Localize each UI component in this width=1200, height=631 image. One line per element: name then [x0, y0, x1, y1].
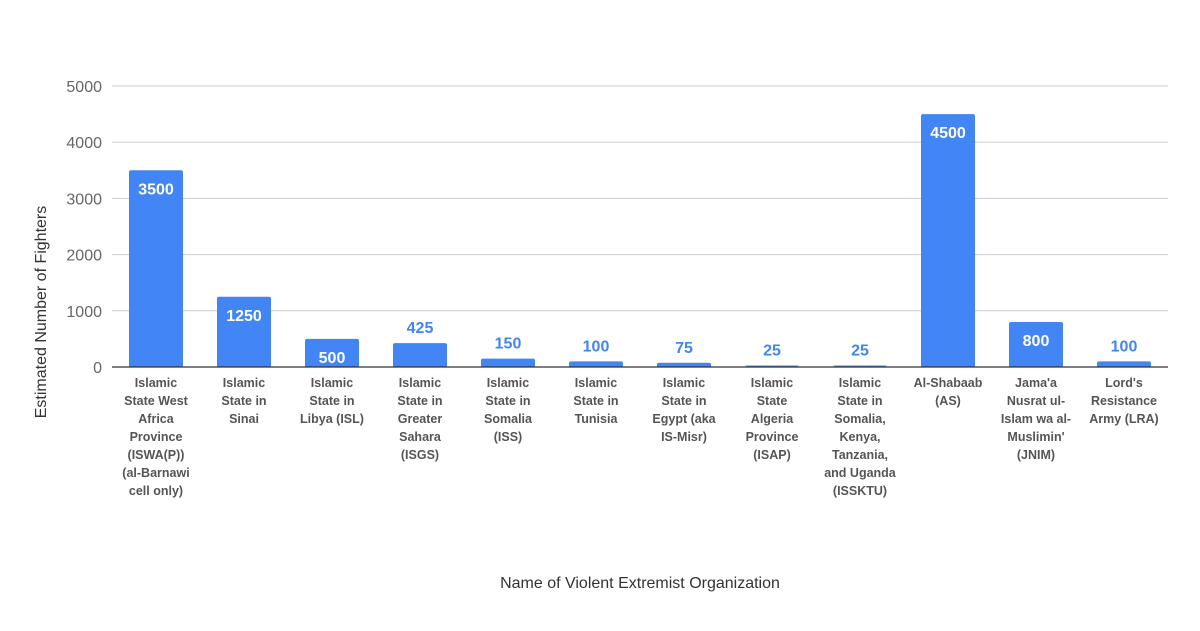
bar — [657, 362, 711, 367]
bar — [217, 296, 271, 367]
x-tick-label: Islamic State in Greater Sahara (ISGS) — [397, 376, 442, 462]
x-tick-label: Islamic State in Somalia (ISS) — [484, 376, 533, 444]
x-tick-label: Islamic State in Somalia, Kenya, Tanzania, an… — [824, 376, 897, 498]
bar — [305, 338, 359, 367]
x-axis-title: Name of Violent Extremist Organization — [500, 575, 780, 592]
y-tick-label: 2000 — [66, 248, 102, 265]
bar — [1009, 322, 1063, 367]
data-label: 500 — [319, 350, 346, 367]
bar — [481, 358, 535, 367]
y-tick-label: 5000 — [66, 79, 102, 96]
x-tick-label: Jama'a Nusrat ul-Islam wa al-Muslimin' (JN… — [1001, 376, 1071, 462]
gridlines — [112, 85, 1168, 312]
bar — [393, 343, 447, 367]
bar — [921, 114, 975, 367]
data-label: 4500 — [930, 125, 966, 142]
data-label: 25 — [851, 343, 869, 360]
bar — [1097, 361, 1151, 367]
bar — [569, 361, 623, 367]
x-tick-label: Islamic State in Egypt (aka IS-Misr) — [652, 376, 716, 444]
x-tick-label: Islamic State in Tunisia — [573, 376, 618, 426]
data-label: 150 — [495, 336, 522, 353]
y-axis-title: Estimated Number of Fighters — [33, 206, 50, 419]
x-tick-label: Lord's Resistance Army (LRA) — [1089, 376, 1158, 426]
y-axis: 0 1000 2000 3000 4000 5000 — [66, 79, 102, 377]
x-tick-label: Islamic State Algeria Province (ISAP) — [746, 376, 799, 462]
x-tick-label: Islamic State in Libya (ISL) — [300, 376, 364, 426]
x-tick-label: Al-Shabaab (AS) — [914, 376, 983, 408]
y-tick-label: 3000 — [66, 191, 102, 208]
data-label: 800 — [1023, 333, 1050, 350]
data-label: 100 — [1111, 338, 1138, 355]
y-tick-label: 1000 — [66, 304, 102, 321]
data-label: 3500 — [138, 181, 174, 198]
bar — [129, 170, 183, 367]
bars: 3500 1250 500 425 150 100 75 25 25 4500 800 100 — [129, 114, 1151, 368]
data-label: 100 — [583, 338, 610, 355]
x-tick-label: Islamic State in Sinai — [221, 376, 266, 426]
x-tick-label: Islamic State West Africa Province (ISWA(P))… — [122, 376, 189, 498]
data-label: 75 — [675, 340, 693, 357]
data-label: 25 — [763, 343, 781, 360]
y-tick-label: 0 — [93, 360, 102, 377]
data-label: 1250 — [226, 308, 262, 325]
data-label: 425 — [407, 320, 434, 337]
y-tick-label: 4000 — [66, 135, 102, 152]
x-axis: Islamic State West Africa Province (ISWA(P))… — [112, 366, 1168, 498]
